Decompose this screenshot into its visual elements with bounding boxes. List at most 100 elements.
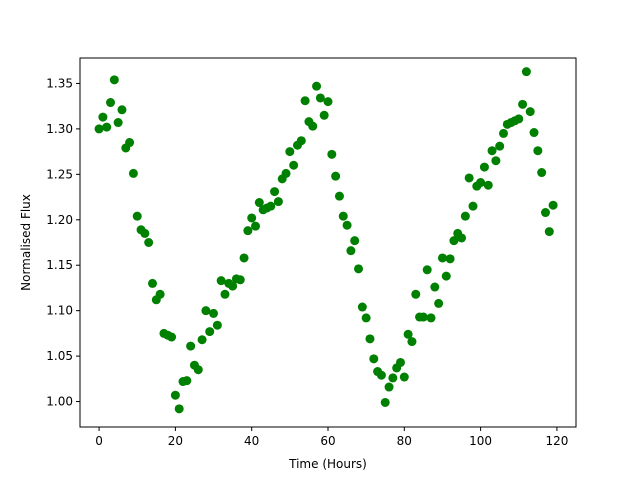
y-tick-label: 1.00 [46, 395, 73, 409]
x-tick-label: 100 [469, 434, 492, 448]
y-tick-label: 1.30 [46, 122, 73, 136]
data-point [449, 236, 459, 246]
data-point [174, 404, 184, 414]
data-point [327, 149, 337, 159]
data-point [285, 147, 295, 157]
data-point [411, 289, 421, 299]
data-point [499, 128, 509, 138]
data-point [193, 365, 203, 375]
data-point [273, 197, 283, 207]
data-point [308, 121, 318, 131]
data-point [476, 178, 486, 188]
data-point [315, 93, 325, 103]
y-axis-label: Normalised Flux [19, 194, 33, 291]
data-point [430, 282, 440, 292]
data-point [235, 275, 245, 285]
data-point [548, 200, 558, 210]
data-point [334, 191, 344, 201]
data-point [106, 98, 116, 108]
data-point [533, 146, 543, 156]
data-point [251, 221, 261, 231]
data-point [113, 118, 123, 128]
data-point [350, 236, 360, 246]
data-point [388, 373, 398, 383]
data-point [483, 180, 493, 190]
data-point [289, 160, 299, 170]
data-point [338, 211, 348, 221]
data-point [376, 370, 386, 380]
data-point [365, 334, 375, 344]
data-point [418, 312, 428, 322]
data-point [300, 96, 310, 106]
data-point [399, 372, 409, 382]
data-point [346, 246, 356, 256]
data-point [407, 337, 417, 347]
data-point [495, 141, 505, 151]
x-tick-label: 20 [168, 434, 183, 448]
y-tick-label: 1.10 [46, 304, 73, 318]
data-point [144, 238, 154, 247]
data-point [254, 198, 264, 208]
x-tick-label: 120 [545, 434, 568, 448]
data-point [441, 271, 451, 281]
data-point [220, 289, 230, 299]
data-point [460, 211, 470, 221]
data-point [186, 341, 196, 351]
data-point [464, 173, 474, 183]
x-axis-label: Time (Hours) [288, 457, 367, 471]
data-point [395, 357, 405, 367]
data-point [426, 313, 436, 323]
data-point [201, 306, 211, 316]
data-point [102, 122, 112, 132]
x-axis-ticks: 0 20 40 60 80 100 120 [95, 427, 568, 448]
data-point [128, 168, 138, 178]
data-point [147, 278, 157, 288]
x-tick-label: 80 [397, 434, 412, 448]
data-point [369, 354, 379, 364]
plot-area [79, 57, 577, 428]
data-point [212, 320, 222, 330]
data-point [518, 99, 528, 109]
data-point [521, 67, 531, 77]
x-tick-label: 0 [95, 434, 103, 448]
data-point [540, 208, 550, 218]
data-point [529, 128, 539, 138]
data-point [216, 276, 226, 286]
data-point [323, 97, 333, 107]
axes-background [80, 58, 576, 427]
data-point [491, 156, 501, 166]
data-point [266, 201, 276, 211]
y-tick-label: 1.15 [46, 258, 73, 272]
y-axis-ticks: 1.00 1.05 1.10 1.15 1.20 1.25 1.30 1.35 [46, 76, 80, 409]
x-tick-label: 40 [244, 434, 259, 448]
y-tick-label: 1.20 [46, 213, 73, 227]
data-point [296, 136, 306, 146]
data-point [437, 253, 447, 263]
data-point [361, 313, 371, 323]
y-tick-label: 1.35 [46, 76, 73, 90]
data-point [228, 281, 238, 291]
y-tick-label: 1.25 [46, 167, 73, 181]
data-point [155, 289, 165, 299]
data-point [247, 213, 257, 223]
data-point [357, 302, 367, 312]
data-point [312, 81, 322, 91]
data-point [403, 329, 413, 339]
data-point [197, 335, 207, 345]
data-point [125, 138, 135, 148]
data-point [94, 124, 104, 134]
data-point [544, 227, 554, 237]
data-point [468, 201, 478, 211]
data-points [94, 67, 558, 414]
data-point [479, 162, 489, 172]
x-tick-label: 60 [320, 434, 335, 448]
data-point [384, 382, 394, 392]
data-point [98, 112, 108, 122]
data-point [514, 114, 524, 124]
data-point [281, 168, 291, 178]
data-point [457, 233, 467, 243]
data-point [434, 298, 444, 308]
y-tick-label: 1.05 [46, 349, 73, 363]
data-point [182, 376, 192, 386]
data-point [342, 220, 352, 230]
